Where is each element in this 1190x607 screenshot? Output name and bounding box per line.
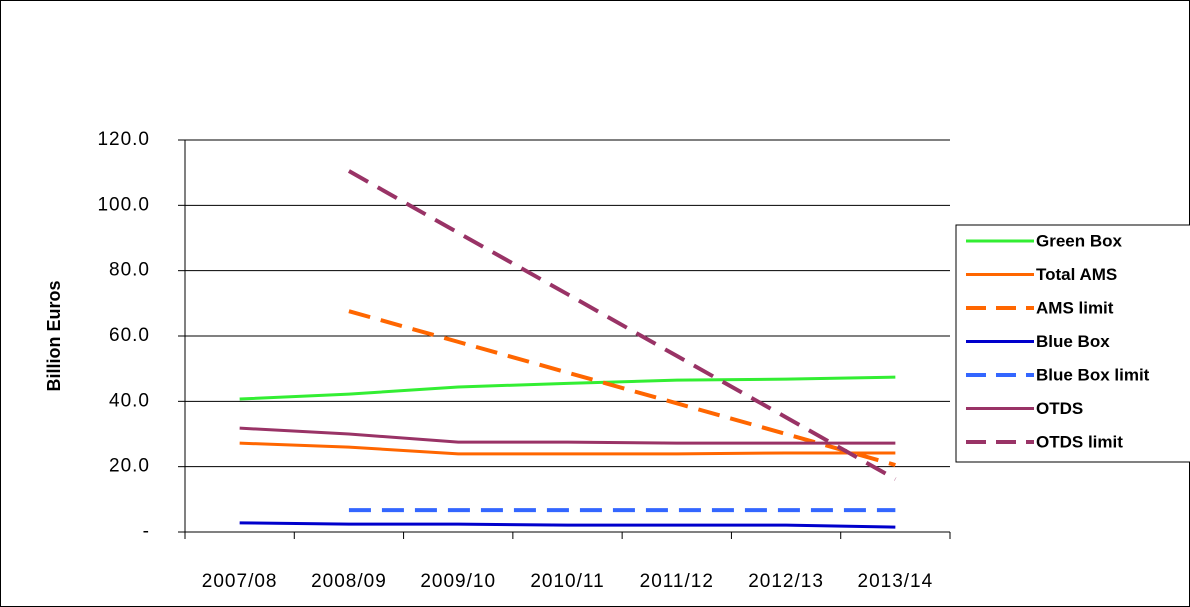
y-tick-label: - <box>143 521 150 542</box>
legend-label: Green Box <box>1036 231 1123 250</box>
legend-label: OTDS <box>1036 399 1083 418</box>
legend-label: OTDS limit <box>1036 432 1123 451</box>
x-tick-label: 2009/10 <box>420 571 496 592</box>
y-tick-label: 100.0 <box>97 194 150 215</box>
y-tick-label: 120.0 <box>97 129 150 150</box>
y-tick-label: 20.0 <box>109 456 150 477</box>
x-tick-label: 2013/14 <box>858 571 934 592</box>
legend-label: Blue Box limit <box>1036 365 1150 384</box>
series-line <box>347 169 897 481</box>
y-tick-label: 60.0 <box>109 325 150 346</box>
series-line <box>239 375 896 401</box>
legend-label: AMS limit <box>1036 298 1114 317</box>
x-tick-label: 2012/13 <box>748 571 824 592</box>
series-line <box>239 426 896 445</box>
y-axis-label: Billion Euros <box>44 280 64 391</box>
legend-label: Blue Box <box>1036 332 1110 351</box>
x-tick-label: 2010/11 <box>530 571 604 592</box>
series-line <box>239 441 896 456</box>
legend-label: Total AMS <box>1036 265 1117 284</box>
series-line <box>239 521 896 529</box>
y-tick-label: 40.0 <box>109 390 150 411</box>
legend-box <box>955 224 1190 463</box>
x-tick-label: 2007/08 <box>202 571 278 592</box>
x-tick-label: 2008/09 <box>311 571 387 592</box>
series-line <box>348 309 896 467</box>
y-tick-label: 80.0 <box>109 260 150 281</box>
x-tick-label: 2011/12 <box>640 571 714 592</box>
